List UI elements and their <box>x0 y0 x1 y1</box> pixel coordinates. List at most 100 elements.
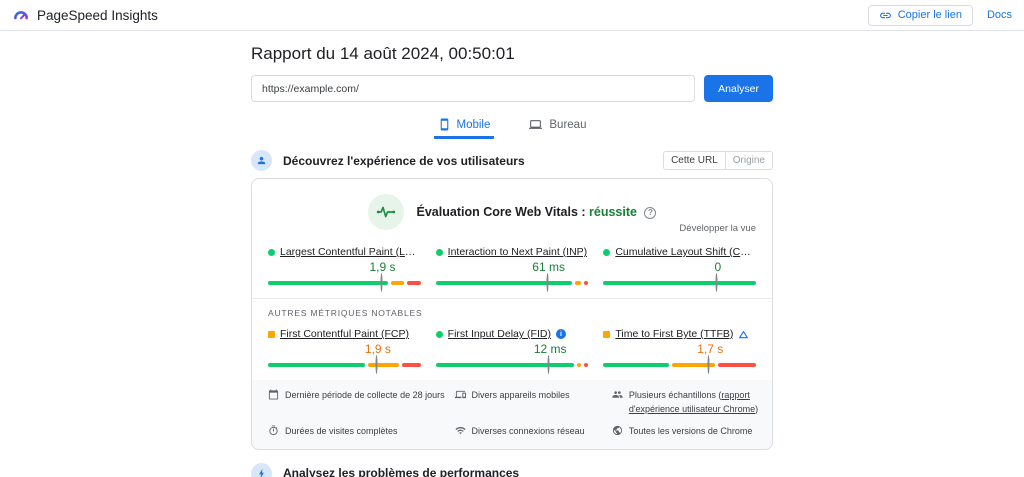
app-logo: PageSpeed Insights <box>12 6 158 24</box>
fact-text: Dernière période de collecte de 28 jours <box>285 390 445 400</box>
segment-good <box>435 363 574 367</box>
metric: Largest Contentful Paint (LCP) 1,9 s <box>268 246 421 292</box>
app-title: PageSpeed Insights <box>37 7 158 23</box>
metric: Interaction to Next Paint (INP) 61 ms <box>435 246 589 292</box>
calendar-icon <box>268 389 279 400</box>
segment-needs_improvement <box>672 363 715 367</box>
field-data-section-title: Découvrez l'expérience de vos utilisateu… <box>283 153 525 168</box>
docs-link[interactable]: Docs <box>986 9 1012 21</box>
metric-distribution-bar <box>603 355 757 374</box>
tab-mobile-label: Mobile <box>456 118 491 131</box>
metric: Cumulative Layout Shift (CLS) 0 <box>603 246 757 292</box>
copy-link-button[interactable]: Copier le lien <box>867 4 973 26</box>
users-icon <box>251 150 272 171</box>
wifi-icon <box>455 427 466 435</box>
p75-marker <box>546 273 551 292</box>
scope-origin-button[interactable]: Origine <box>724 152 772 169</box>
segment-good <box>268 281 389 285</box>
field-data-section-header: Découvrez l'expérience de vos utilisateu… <box>251 150 773 171</box>
metric-link[interactable]: Interaction to Next Paint (INP) <box>447 246 588 258</box>
analyze-button[interactable]: Analyser <box>704 75 773 102</box>
core-metrics-row: Largest Contentful Paint (LCP) 1,9 s Inter… <box>252 230 772 298</box>
segment-poor <box>401 363 421 367</box>
metric-distribution-bar <box>268 355 421 374</box>
info-icon[interactable]: i <box>555 329 566 339</box>
p75-marker <box>707 355 713 374</box>
experimental-icon[interactable] <box>738 329 749 340</box>
devices-icon <box>454 390 466 399</box>
scope-toggle: Cette URL Origine <box>663 151 773 170</box>
metric-status-bullet <box>603 248 611 256</box>
metric-link[interactable]: Time to First Byte (TTFB) <box>615 328 734 340</box>
device-tabs: Mobile Bureau <box>251 112 773 139</box>
tab-desktop-label: Bureau <box>549 118 587 131</box>
metric-link[interactable]: Largest Contentful Paint (LCP) <box>280 246 421 258</box>
smartphone-icon <box>440 118 448 131</box>
segment-poor <box>717 363 757 367</box>
metric-distribution-bar <box>435 273 589 292</box>
crux-report-link[interactable]: rapport d'expérience utilisateur Chrome <box>628 390 756 414</box>
pulse-icon <box>367 194 404 230</box>
metric-link[interactable]: First Contentful Paint (FCP) <box>280 328 409 340</box>
collection-facts-panel: Dernière période de collecte de 28 jours… <box>252 380 772 449</box>
segment-needs_improvement <box>367 363 399 367</box>
metric-value: 61 ms <box>532 260 565 274</box>
pagespeed-logo-icon <box>14 11 28 20</box>
metric-link[interactable]: First Input Delay (FID) <box>447 328 551 340</box>
p75-marker <box>380 273 385 292</box>
expand-view-link[interactable]: Développer la vue <box>679 223 756 234</box>
metric: First Input Delay (FID) i 12 ms <box>435 328 589 374</box>
segment-needs_improvement <box>391 281 405 285</box>
p75-marker <box>375 355 380 374</box>
tab-mobile[interactable]: Mobile <box>433 112 495 139</box>
metric-value: 12 ms <box>533 342 567 356</box>
fact-text: Plusieurs échantillons (rapport d'expéri… <box>628 390 759 414</box>
metric-status-bullet <box>435 248 443 256</box>
diagnose-section-title: Analysez les problèmes de performances <box>283 466 520 477</box>
people-icon <box>612 391 623 398</box>
metric-distribution-bar <box>603 273 757 292</box>
metric-link[interactable]: Cumulative Layout Shift (CLS) <box>615 246 757 258</box>
app-header: PageSpeed Insights Copier le lien Docs <box>0 0 1024 31</box>
metric-value: 1,7 s <box>697 342 724 356</box>
stopwatch-icon <box>269 425 278 436</box>
segment-poor <box>583 281 589 285</box>
segment-good <box>435 281 573 285</box>
cwv-assessment-result: réussite <box>589 205 637 219</box>
segment-good <box>603 281 757 285</box>
url-input[interactable] <box>251 75 696 102</box>
segment-needs_improvement <box>576 363 581 367</box>
divider <box>252 298 772 299</box>
metric-value: 0 <box>714 260 722 274</box>
segment-poor <box>407 281 421 285</box>
segment-needs_improvement <box>575 281 581 285</box>
p75-marker <box>715 273 720 292</box>
metric-status-bullet <box>435 330 443 338</box>
laptop-icon <box>529 120 543 129</box>
metric-status-bullet <box>268 330 275 338</box>
field-data-card: Évaluation Core Web Vitals : réussite ? … <box>251 178 773 450</box>
diagnose-section-header: Analysez les problèmes de performances <box>251 462 773 477</box>
fact-text: Divers appareils mobiles <box>471 390 570 400</box>
metric-distribution-bar <box>435 355 589 374</box>
collection-fact: Plusieurs échantillons (rapport d'expéri… <box>612 389 768 416</box>
fact-text: Durées de visites complètes <box>285 426 398 436</box>
tab-desktop[interactable]: Bureau <box>524 112 590 139</box>
cwv-assessment-header: Évaluation Core Web Vitals : réussite ? … <box>252 179 772 234</box>
bolt-icon <box>251 462 272 477</box>
collection-fact: Diverses connexions réseau <box>455 425 606 439</box>
metric-value: 1,9 s <box>364 342 391 356</box>
globe-icon <box>612 425 622 436</box>
p75-marker <box>547 355 553 374</box>
scope-this-url-button[interactable]: Cette URL <box>664 152 725 169</box>
url-form: Analyser <box>251 75 773 102</box>
metric-status-bullet <box>268 248 275 256</box>
metric: First Contentful Paint (FCP) 1,9 s <box>268 328 421 374</box>
metric-status-bullet <box>603 330 611 338</box>
other-metrics-row: First Contentful Paint (FCP) 1,9 s First I… <box>252 318 772 380</box>
report-title: Rapport du 14 août 2024, 00:50:01 <box>251 44 515 63</box>
fact-text: Toutes les versions de Chrome <box>628 426 753 436</box>
help-icon[interactable]: ? <box>644 206 657 219</box>
collection-fact: Durées de visites complètes <box>268 425 449 439</box>
metric-value: 1,9 s <box>369 260 396 274</box>
